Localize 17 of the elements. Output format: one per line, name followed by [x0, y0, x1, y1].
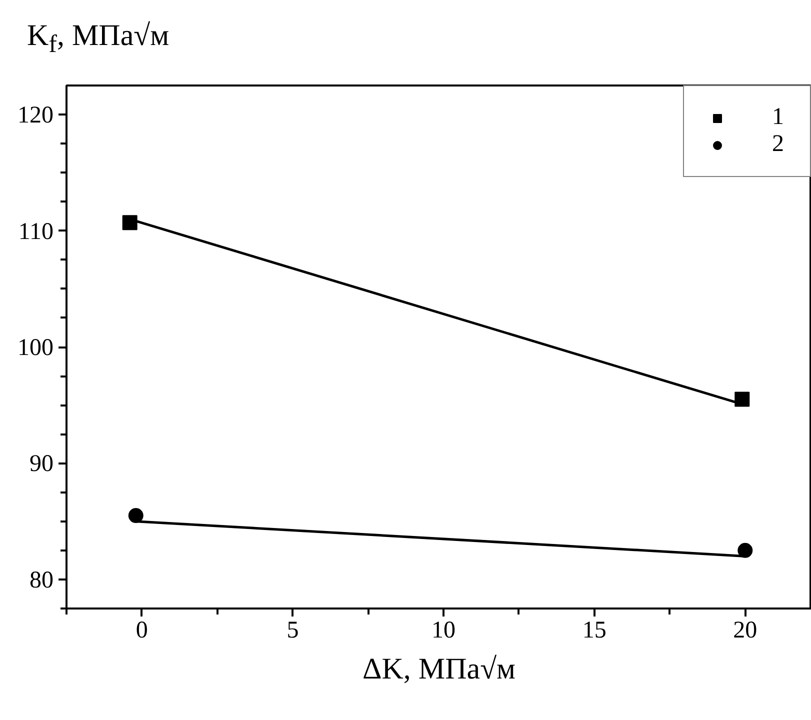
x-tick-label: 5 — [286, 618, 299, 644]
x-tick-label: 15 — [582, 618, 606, 644]
point — [128, 508, 144, 524]
y-axis-title: K$_{f}$, МПа√м — [27, 18, 170, 60]
point — [122, 215, 138, 230]
y-tick-label: 120 — [18, 102, 54, 129]
y-tick-label: 100 — [18, 335, 54, 361]
y-tick-label: 90 — [30, 451, 54, 478]
y-tick-label: 80 — [30, 567, 54, 594]
x-tick-label: 0 — [136, 618, 148, 644]
x-axis-title: ΔK, МПа√м — [362, 652, 516, 686]
point — [738, 542, 753, 558]
y-tick-label: 110 — [18, 218, 54, 245]
legend-label: 1 — [772, 104, 785, 131]
x-tick-label: 10 — [432, 618, 456, 644]
legend-label: 2 — [772, 131, 785, 158]
x-tick-label: 20 — [733, 618, 758, 644]
